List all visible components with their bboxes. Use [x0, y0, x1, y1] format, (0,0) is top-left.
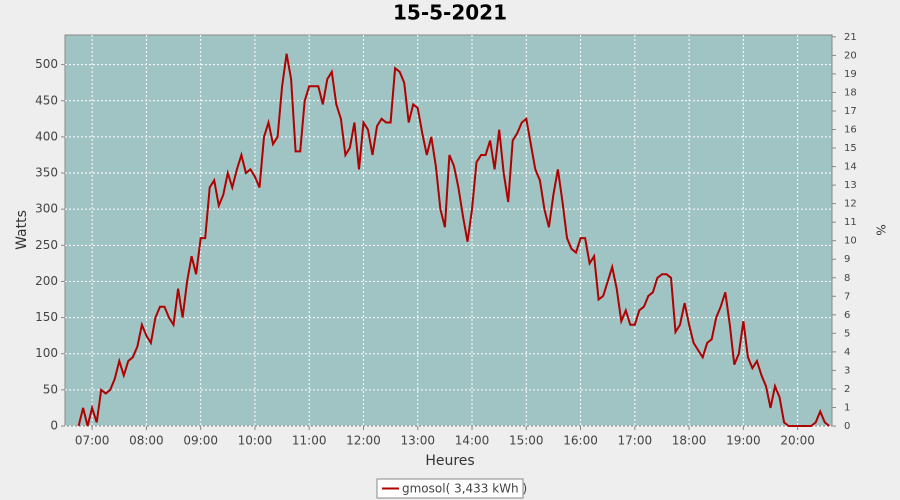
x-tick-label: 07:00 [75, 434, 110, 448]
y-tick-label: 250 [35, 238, 58, 252]
legend: gmosol( 3,433 kWh ) [376, 478, 527, 499]
legend-label: gmosol( 3,433 kWh ) [402, 482, 527, 496]
y2-tick-label: 8 [844, 273, 850, 284]
y2-tick-label: 15 [844, 143, 857, 154]
y2-tick-label: 9 [844, 254, 850, 265]
data-line [77, 53, 830, 427]
y-tick-label: 400 [35, 129, 58, 143]
y2-tick-label: 19 [844, 69, 857, 80]
y-tick-label: 450 [35, 93, 58, 107]
y2-tick-label: 4 [844, 347, 850, 358]
y2-tick-label: 3 [844, 365, 850, 376]
x-tick-label: 15:00 [509, 434, 544, 448]
x-axis-label: Heures [425, 453, 474, 469]
x-tick-label: 08:00 [129, 434, 164, 448]
y-tick-label: 200 [35, 274, 58, 288]
y2-tick-label: 13 [844, 180, 857, 191]
y2-tick-label: 0 [844, 421, 850, 432]
y2-tick-label: 20 [844, 50, 857, 61]
y-tick-label: 300 [35, 202, 58, 216]
x-tick-label: 11:00 [292, 434, 327, 448]
x-tick-label: 14:00 [455, 434, 490, 448]
x-tick-label: 09:00 [183, 434, 218, 448]
x-tick-label: 17:00 [618, 434, 653, 448]
y2-tick-label: 17 [844, 106, 857, 117]
x-tick-label: 19:00 [726, 434, 761, 448]
y-tick-label: 0 [50, 419, 58, 433]
x-tick-label: 16:00 [563, 434, 598, 448]
y2-axis-label: % [874, 224, 888, 235]
y2-tick-label: 2 [844, 384, 850, 395]
y2-tick-label: 1 [844, 402, 850, 413]
y2-tick-label: 21 [844, 32, 857, 43]
y-tick-label: 50 [43, 382, 58, 396]
y-tick-label: 150 [35, 310, 58, 324]
y-tick-label: 100 [35, 346, 58, 360]
x-tick-label: 18:00 [672, 434, 707, 448]
y2-tick-label: 12 [844, 199, 857, 210]
y2-tick-label: 14 [844, 162, 857, 173]
x-tick-label: 10:00 [238, 434, 273, 448]
y-axis-label: Watts [14, 210, 30, 250]
y2-tick-label: 5 [844, 328, 850, 339]
chart-title: 15-5-2021 [393, 1, 507, 25]
y2-tick-label: 18 [844, 87, 857, 98]
y-tick-label: 500 [35, 57, 58, 71]
y-tick-label: 350 [35, 166, 58, 180]
x-tick-label: 12:00 [346, 434, 381, 448]
plot-area [64, 34, 833, 427]
y2-tick-label: 10 [844, 236, 857, 247]
legend-box [376, 478, 524, 499]
x-tick-label: 20:00 [780, 434, 815, 448]
x-tick-label: 13:00 [400, 434, 435, 448]
y2-tick-label: 7 [844, 291, 850, 302]
y2-tick-label: 6 [844, 310, 850, 321]
y2-tick-label: 16 [844, 125, 857, 136]
y2-tick-label: 11 [844, 217, 857, 228]
